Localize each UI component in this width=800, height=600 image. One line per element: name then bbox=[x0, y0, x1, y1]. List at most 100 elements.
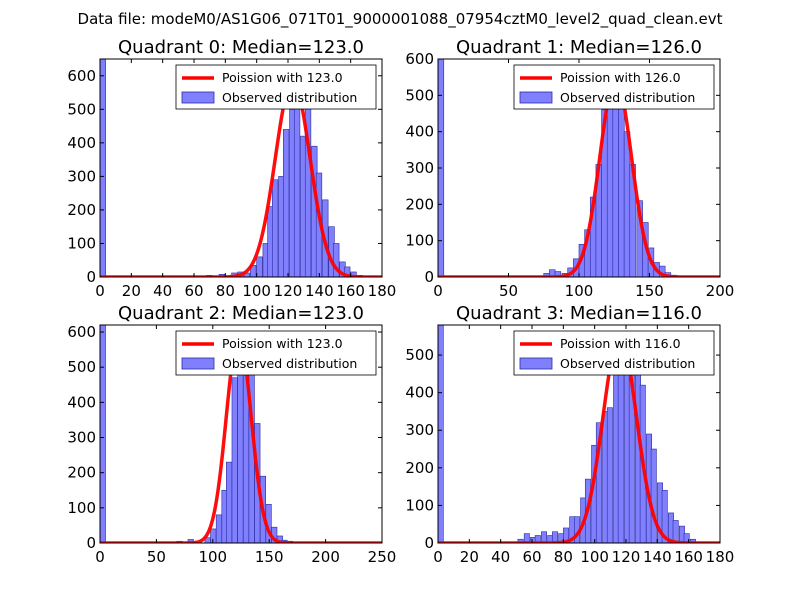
histogram-bar bbox=[618, 95, 625, 277]
axes-frame bbox=[437, 324, 721, 544]
x-tick-label: 180 bbox=[706, 548, 735, 566]
panel-title: Quadrant 1: Median=126.0 bbox=[456, 37, 702, 58]
panel-title: Quadrant 3: Median=116.0 bbox=[456, 303, 702, 324]
histogram-bar bbox=[237, 366, 244, 543]
x-tick-label: 200 bbox=[311, 548, 340, 566]
histogram-bar bbox=[612, 102, 619, 277]
figure-suptitle: Data file: modeM0/AS1G06_071T01_90000010… bbox=[78, 10, 723, 29]
plot-area bbox=[438, 325, 720, 543]
y-tick-label: 300 bbox=[67, 429, 96, 447]
histogram-bar bbox=[438, 325, 444, 543]
x-tick-label: 60 bbox=[184, 282, 203, 300]
axes-frame bbox=[99, 58, 383, 278]
x-tick-label: 150 bbox=[635, 282, 664, 300]
y-tick-label: 500 bbox=[67, 100, 96, 118]
histogram-bar bbox=[672, 520, 679, 543]
histogram-bar bbox=[606, 407, 613, 543]
histogram-bar bbox=[215, 514, 223, 543]
y-tick-label: 300 bbox=[405, 421, 434, 439]
histogram-bar bbox=[282, 129, 290, 277]
quadrant-1-panel: Quadrant 1: Median=126.0 0 50 100 150 200 0 100… bbox=[405, 37, 734, 300]
y-tick-label: 100 bbox=[405, 232, 434, 250]
x-tick-label: 100 bbox=[565, 282, 594, 300]
x-tick-label: 140 bbox=[643, 548, 672, 566]
x-tick-label: 120 bbox=[274, 282, 303, 300]
y-tick-label: 100 bbox=[67, 499, 96, 517]
legend-hist-swatch bbox=[181, 357, 215, 370]
histogram-bar bbox=[534, 535, 541, 543]
x-tick-label: 160 bbox=[674, 548, 703, 566]
histogram-bar bbox=[256, 256, 263, 277]
histogram-bar bbox=[683, 533, 690, 543]
legend-hist-label: Observed distribution bbox=[222, 90, 357, 105]
x-tick-label: 60 bbox=[522, 548, 541, 566]
histogram-bar bbox=[100, 59, 106, 277]
y-tick-label: 600 bbox=[67, 323, 96, 341]
y-tick-label: 500 bbox=[405, 86, 434, 104]
y-tick-label: 200 bbox=[405, 195, 434, 213]
y-tick-label: 300 bbox=[67, 167, 96, 185]
legend-fit-label: Poission with 116.0 bbox=[560, 336, 681, 351]
x-tick-label: 80 bbox=[554, 548, 573, 566]
legend: Poission with 123.0 Observed distribution bbox=[175, 330, 377, 376]
histogram-bar bbox=[231, 377, 238, 543]
x-tick-label: 160 bbox=[336, 282, 365, 300]
legend: Poission with 123.0 Observed distribution bbox=[175, 64, 377, 110]
y-tick-label: 200 bbox=[67, 464, 96, 482]
x-tick-label: 100 bbox=[242, 282, 271, 300]
y-tick-label: 200 bbox=[67, 201, 96, 219]
y-tick-label: 600 bbox=[67, 67, 96, 85]
x-tick-label: 0 bbox=[433, 548, 443, 566]
panel-title: Quadrant 2: Median=123.0 bbox=[118, 303, 364, 324]
histogram-bar bbox=[617, 354, 624, 543]
x-tick-label: 150 bbox=[255, 548, 284, 566]
histogram-bar bbox=[650, 448, 657, 543]
y-tick-label: 600 bbox=[405, 50, 434, 68]
histogram-bar bbox=[210, 528, 217, 543]
x-tick-label: 250 bbox=[368, 548, 397, 566]
y-tick-label: 100 bbox=[405, 496, 434, 514]
histogram-bar bbox=[293, 82, 301, 277]
histogram-bar bbox=[623, 131, 631, 277]
histogram-bar bbox=[344, 266, 351, 277]
x-tick-label: 40 bbox=[153, 282, 172, 300]
histogram-bar bbox=[226, 461, 233, 543]
x-tick-label: 140 bbox=[305, 282, 334, 300]
legend-fit-label: Poission with 123.0 bbox=[222, 336, 343, 351]
y-tick-label: 200 bbox=[405, 459, 434, 477]
x-tick-label: 180 bbox=[368, 282, 397, 300]
x-tick-label: 50 bbox=[147, 548, 166, 566]
y-tick-label: 400 bbox=[405, 384, 434, 402]
legend-fit-label: Poission with 123.0 bbox=[222, 70, 343, 85]
histogram-bar bbox=[689, 538, 696, 543]
histogram-bar bbox=[523, 533, 530, 543]
legend-fit-label: Poission with 126.0 bbox=[560, 70, 681, 85]
x-tick-label: 80 bbox=[216, 282, 235, 300]
x-tick-label: 0 bbox=[95, 548, 105, 566]
panel-title: Quadrant 0: Median=123.0 bbox=[118, 37, 364, 58]
y-tick-label: 100 bbox=[67, 234, 96, 252]
y-tick-label: 0 bbox=[424, 268, 434, 286]
x-tick-label: 0 bbox=[433, 282, 443, 300]
x-tick-label: 120 bbox=[612, 548, 641, 566]
histogram-bar bbox=[595, 422, 602, 543]
y-tick-label: 300 bbox=[405, 159, 434, 177]
x-tick-label: 0 bbox=[95, 282, 105, 300]
poisson-fit-line bbox=[438, 334, 720, 543]
x-tick-label: 20 bbox=[460, 548, 479, 566]
histogram-bar bbox=[606, 95, 614, 277]
legend-hist-swatch bbox=[181, 91, 215, 104]
legend: Poission with 126.0 Observed distribution bbox=[513, 64, 715, 110]
legend-hist-label: Observed distribution bbox=[560, 356, 695, 371]
quadrant-0-panel: Quadrant 0: Median=123.00 20 40 60 80 100 120 1… bbox=[67, 37, 396, 300]
legend: Poission with 116.0 Observed distribution bbox=[513, 330, 715, 376]
y-tick-label: 0 bbox=[86, 268, 96, 286]
poisson-fit-line bbox=[100, 79, 382, 277]
y-tick-label: 400 bbox=[67, 393, 96, 411]
quadrant-3-panel: Quadrant 3: Median=116.00 20 40 60 80 100 120 1… bbox=[405, 303, 734, 566]
y-tick-label: 500 bbox=[67, 358, 96, 376]
histogram-bar bbox=[517, 538, 524, 543]
axes-frame bbox=[99, 324, 383, 544]
x-tick-label: 100 bbox=[198, 548, 227, 566]
